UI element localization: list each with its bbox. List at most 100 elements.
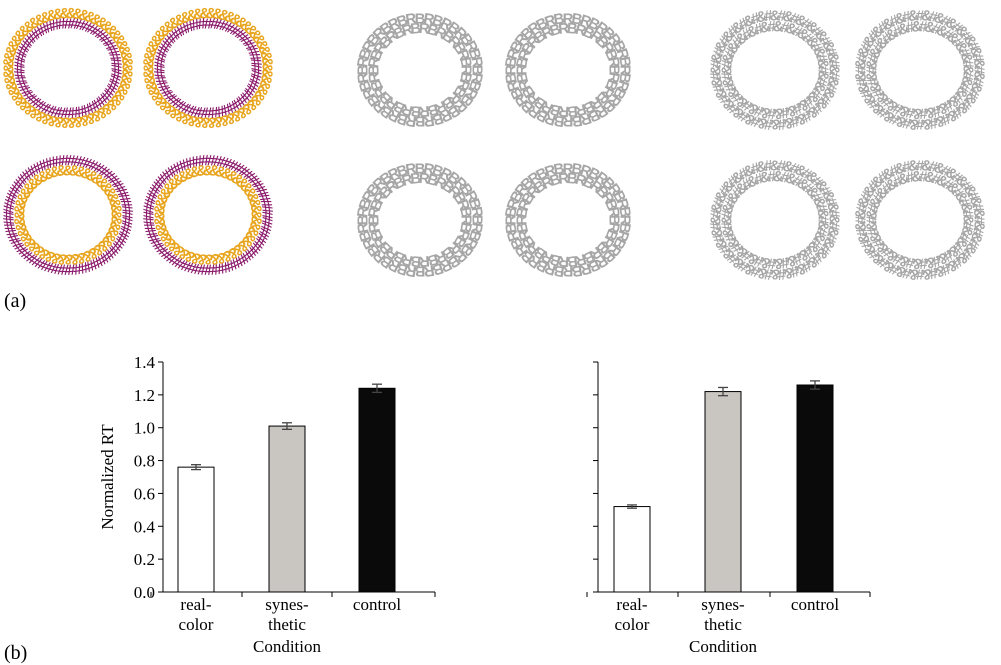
ring-glyph: R <box>418 102 431 120</box>
ring-glyph: & <box>258 68 276 81</box>
ring-glyph: & <box>970 220 988 233</box>
letter-ring-4: RBRBRBRBRBRBRBRBRBRBRBRBRBRBRBRBRBRBRBRB… <box>502 160 634 280</box>
ring-glyph: # <box>119 211 136 220</box>
ring-glyph: & <box>772 18 784 36</box>
ring-glyph: B <box>570 261 584 280</box>
ring-glyph: R <box>543 11 559 31</box>
ring-glyph: B <box>394 259 410 279</box>
ring-glyph: # <box>718 58 736 69</box>
outer-ring: &#&#&#&#&#&#&#&#&#&#&#&#&#&#&#&#&#&#&#&#… <box>707 157 843 283</box>
ring-glyph: # <box>118 204 136 215</box>
ring-glyph: & <box>826 215 843 226</box>
ring-glyph: & <box>957 51 976 66</box>
ring-glyph: & <box>2 43 22 59</box>
ring-glyph: # <box>66 260 76 277</box>
ring-glyph: & <box>151 214 169 227</box>
panel-label-b: (b) <box>4 642 28 664</box>
ring-glyph: R <box>418 252 431 270</box>
ring-glyph: # <box>718 70 736 81</box>
ring-glyph: # <box>140 210 157 219</box>
ring-glyph: & <box>245 196 264 211</box>
ring-glyph: R <box>604 221 623 235</box>
ring-glyph: & <box>772 168 784 186</box>
ring-glyph: R <box>578 109 594 129</box>
x-category-label: thetic <box>268 615 306 634</box>
ring-glyph: B <box>409 252 422 270</box>
ring-glyph: # <box>11 56 29 67</box>
y-axis-title: Normalized RT <box>98 424 117 530</box>
ring-glyph: & <box>823 201 842 216</box>
ring-glyph: B <box>456 221 475 235</box>
ring-glyph: & <box>195 162 208 180</box>
ring-glyph: B <box>356 228 376 244</box>
ring-glyph: & <box>707 64 724 75</box>
ring-glyph: & <box>781 8 796 27</box>
ring-glyph: B <box>395 161 411 181</box>
ring-glyph: & <box>823 75 842 90</box>
ring-glyph: B <box>570 160 584 179</box>
ring-glyph: & <box>755 8 770 27</box>
symbol-ring-2: #&#&#&#&#&#&#&#&#&#&#&#&#&#&#&#&#&#&#&#&… <box>852 7 988 133</box>
ring-glyph: & <box>140 56 158 69</box>
ring-glyph: R <box>502 214 519 225</box>
ring-glyph: B <box>415 10 426 27</box>
ring-glyph: R <box>354 55 373 69</box>
symbol-ring-3: &#&#&#&#&#&#&#&#&#&#&#&#&#&#&#&#&#&#&#&#… <box>707 157 843 283</box>
ring-glyph: # <box>203 104 212 121</box>
ring-glyph: & <box>970 70 988 83</box>
ring-glyph: & <box>108 210 125 221</box>
ring-glyph: & <box>772 104 784 122</box>
ring-glyph: & <box>12 219 31 234</box>
ring-glyph: R <box>354 71 373 85</box>
bar-synes-thetic <box>704 391 742 593</box>
ring-glyph: R <box>542 259 558 279</box>
colored-ring-3: ########################################… <box>0 152 136 278</box>
ring-glyph: & <box>719 51 738 66</box>
ring-glyph: & <box>73 163 88 182</box>
ring-glyph: # <box>11 68 29 79</box>
ring-glyph: & <box>708 75 727 90</box>
ring-glyph: B <box>615 205 634 219</box>
ring-glyph: & <box>192 5 206 24</box>
ring-glyph: # <box>192 259 204 277</box>
ring-glyph: & <box>63 162 74 179</box>
panel-label-a: (a) <box>4 290 27 312</box>
bar-synes-thetic <box>268 425 306 593</box>
ring-glyph: # <box>140 203 158 214</box>
ring-glyph: R <box>404 10 418 29</box>
ring-glyph: & <box>769 116 780 133</box>
y-tick-label: 0.2 <box>134 550 155 569</box>
ring-glyph: B <box>465 78 485 94</box>
inner-ring: ########################################… <box>11 15 125 121</box>
ring-glyph: & <box>814 208 832 221</box>
ring-glyph: & <box>211 5 225 24</box>
ring-glyph: R <box>404 261 418 280</box>
ring-glyph: R <box>418 20 431 38</box>
ring-glyph: & <box>107 214 125 227</box>
ring-glyph: & <box>142 43 162 59</box>
ring-glyph: & <box>213 248 228 267</box>
x-category-label: control <box>791 595 839 614</box>
bar-real-color <box>177 466 215 593</box>
ring-glyph: B <box>456 71 475 85</box>
inner-ring: &&&&&&&&&&&&&&&&&&&&&&&&&&&&&&&&&&&&&&&&… <box>11 162 125 268</box>
ring-glyph: R <box>504 46 524 62</box>
ring-glyph: & <box>151 203 169 216</box>
ring-glyph: B <box>566 170 579 188</box>
ring-glyph: # <box>107 57 125 68</box>
ring-glyph: # <box>763 115 774 133</box>
ring-glyph: R <box>613 46 633 62</box>
ring-glyph: & <box>152 219 171 234</box>
ring-glyph: & <box>213 163 228 182</box>
ring-glyph: & <box>920 115 933 133</box>
ring-glyph: R <box>573 21 588 40</box>
ring-glyph: & <box>116 49 135 63</box>
ring-glyph: & <box>195 250 208 268</box>
ring-glyph: & <box>48 248 63 267</box>
ring-glyph: # <box>207 152 217 169</box>
ring-glyph: # <box>151 68 169 79</box>
